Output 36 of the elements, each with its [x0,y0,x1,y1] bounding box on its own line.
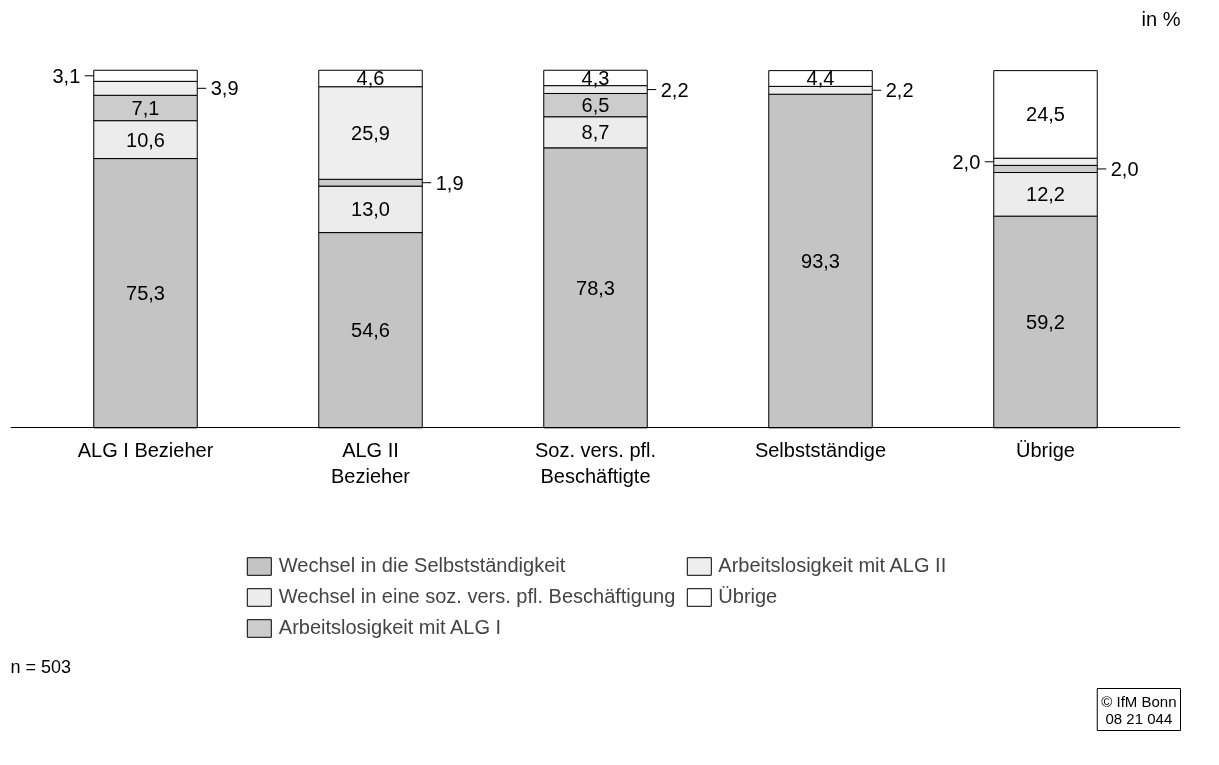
legend-label: Arbeitslosigkeit mit ALG I [278,616,502,639]
data-label: 12,2 [1026,183,1065,206]
data-label: 13,0 [351,198,390,221]
x-tick-label: Übrige [1016,438,1075,461]
x-tick-label: ALG I Bezieher [77,438,214,461]
legend-label: Arbeitslosigkeit mit ALG II [718,554,947,577]
data-label: 2,2 [885,79,914,102]
data-label: 25,9 [351,122,390,145]
data-label: 2,0 [952,150,981,173]
x-tick-label: Selbstständige [754,438,887,461]
data-label: 4,6 [356,67,385,90]
text: n = 503 [10,656,72,677]
x-tick-label: Soz. vers. pfl. Beschäftigte [534,438,657,488]
legend-label: Wechsel in eine soz. vers. pfl. Beschäftigung [278,585,676,608]
data-label: 3,9 [210,77,239,100]
data-label: 59,2 [1026,310,1065,333]
data-label: 2,2 [660,78,689,101]
data-label: 4,3 [581,66,610,89]
data-label: 75,3 [126,282,165,305]
data-label: 7,1 [131,96,160,119]
data-label: 54,6 [351,319,390,342]
data-label: 1,9 [435,171,464,194]
text: © IfM Bonn 08 21 044 [1101,692,1177,727]
data-label: 10,6 [126,128,165,151]
legend-label: Übrige [718,585,778,608]
data-label: 3,1 [52,64,81,87]
data-label: 2,0 [1110,157,1139,180]
x-tick-label: ALG II Bezieher [331,438,411,488]
data-label: 24,5 [1026,103,1065,126]
data-label: 6,5 [581,94,610,117]
legend-label: Wechsel in die Selbstständigkeit [278,554,566,577]
data-label: 78,3 [576,276,615,299]
data-label: 8,7 [581,121,610,144]
data-label: 4,4 [806,67,835,90]
text: in % [1141,7,1181,30]
data-label: 93,3 [801,250,840,273]
